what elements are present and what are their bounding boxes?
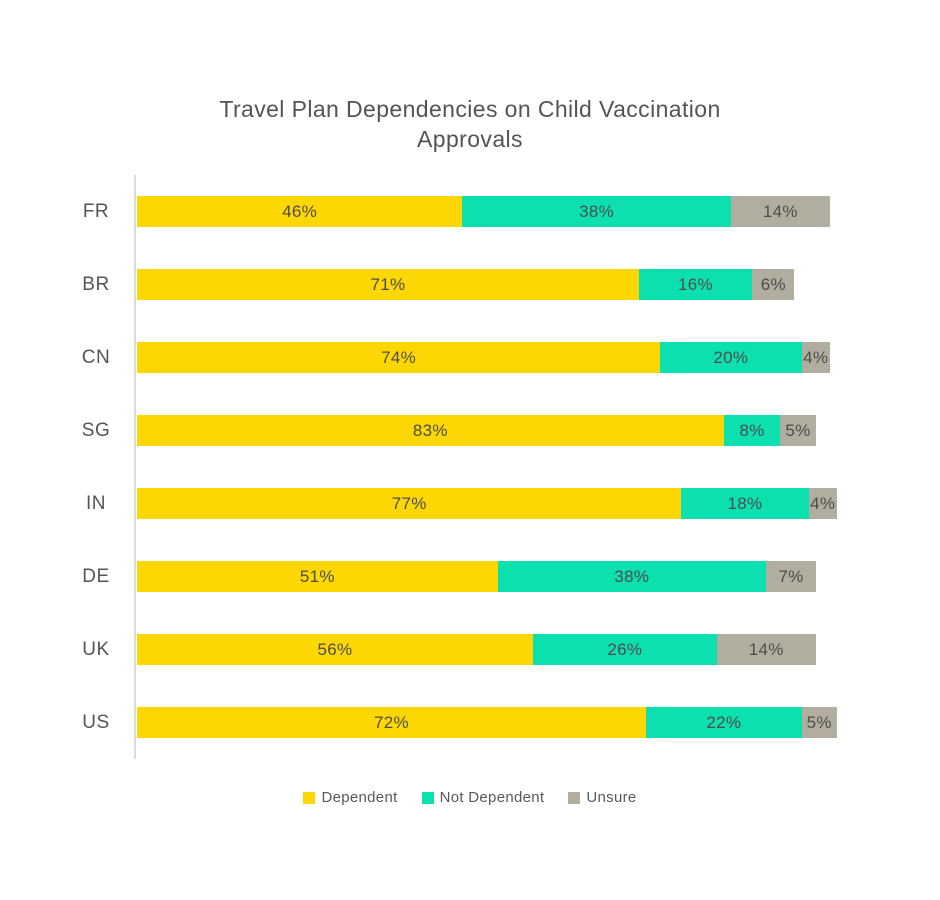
bar-row-fr: FR 46% 38% 14% (0, 175, 940, 248)
category-label: FR (82, 200, 110, 222)
legend: Dependent Not Dependent Unsure (0, 789, 940, 806)
bar-segment-not-dependent: 26% (532, 634, 717, 665)
legend-item-unsure: Unsure (568, 789, 636, 806)
category-label: IN (86, 492, 106, 514)
bar-segment-dependent: 51% (137, 561, 498, 592)
bar-segment-not-dependent: 18% (681, 488, 809, 519)
bar-row-de: DE 51% 38% 7% (0, 540, 940, 613)
category-label: SG (81, 419, 111, 441)
bar-segment-dependent: 46% (137, 196, 463, 227)
bar-segment-dependent: 56% (137, 634, 533, 665)
bar-track: 71% 16% 6% (137, 269, 844, 300)
legend-swatch-not-dependent (421, 791, 434, 804)
bar-segment-unsure: 5% (780, 415, 816, 446)
bar-segment-not-dependent: 38% (462, 196, 731, 227)
bar-segment-unsure: 14% (716, 634, 816, 665)
bar-row-uk: UK 56% 26% 14% (0, 613, 940, 686)
bar-track: 77% 18% 4% (137, 488, 844, 519)
category-label: CN (81, 346, 111, 368)
bar-segment-unsure: 14% (730, 196, 830, 227)
bar-segment-not-dependent: 22% (646, 707, 802, 738)
chart-title: Travel Plan Dependencies on Child Vaccin… (219, 96, 721, 152)
bar-segment-not-dependent: 20% (660, 342, 802, 373)
bar-row-in: IN 77% 18% 4% (0, 467, 940, 540)
category-label: BR (82, 273, 110, 295)
bar-row-us: US 72% 22% 5% (0, 686, 940, 759)
category-label: UK (82, 638, 110, 660)
category-label: DE (82, 565, 110, 587)
bar-track: 74% 20% 4% (137, 342, 844, 373)
bar-segment-dependent: 72% (137, 707, 647, 738)
bar-row-cn: CN 74% 20% 4% (0, 321, 940, 394)
bar-segment-not-dependent: 16% (638, 269, 753, 300)
bar-segment-not-dependent: 38% (497, 561, 767, 592)
bar-row-br: BR 71% 16% 6% (0, 248, 940, 321)
legend-item-not-dependent: Not Dependent (421, 789, 545, 806)
legend-item-dependent: Dependent (303, 789, 397, 806)
bar-segment-unsure: 6% (752, 269, 795, 300)
bar-segment-dependent: 74% (137, 342, 661, 373)
bar-track: 56% 26% 14% (137, 634, 844, 665)
bar-track: 83% 8% 5% (137, 415, 844, 446)
bar-segment-unsure: 7% (766, 561, 816, 592)
bar-segment-unsure: 5% (801, 707, 837, 738)
category-label: US (82, 711, 110, 733)
plot-area: FR 46% 38% 14% BR 71% 16% 6% CN 74% 20% 4% SG 83% 8% 5%… (0, 175, 940, 759)
legend-label: Unsure (586, 789, 637, 806)
bar-segment-unsure: 4% (808, 488, 837, 519)
y-axis-line (134, 175, 136, 759)
legend-label: Not Dependent (439, 789, 545, 806)
bar-segment-dependent: 71% (137, 269, 639, 300)
legend-swatch-dependent (303, 791, 316, 804)
bar-row-sg: SG 83% 8% 5% (0, 394, 940, 467)
bar-segment-unsure: 4% (801, 342, 830, 373)
bar-track: 72% 22% 5% (137, 707, 844, 738)
legend-label: Dependent (321, 789, 398, 806)
bar-segment-dependent: 83% (137, 415, 724, 446)
bar-segment-dependent: 77% (137, 488, 682, 519)
bar-segment-not-dependent: 8% (723, 415, 781, 446)
bar-track: 46% 38% 14% (137, 196, 844, 227)
legend-swatch-unsure (568, 791, 581, 804)
bar-track: 51% 38% 7% (137, 561, 844, 592)
bar-rows: FR 46% 38% 14% BR 71% 16% 6% CN 74% 20% 4% SG 83% 8% 5%… (0, 175, 940, 759)
